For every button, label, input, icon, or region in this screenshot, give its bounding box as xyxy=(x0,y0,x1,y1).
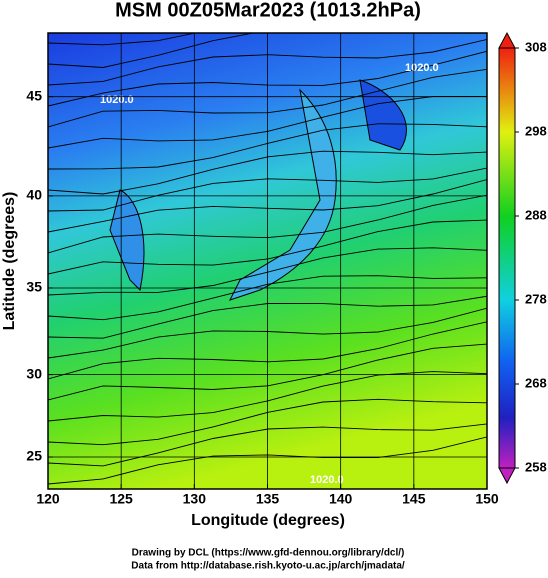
x-axis-label: Longitude (degrees) xyxy=(191,512,345,529)
x-tick-label: 150 xyxy=(475,491,499,507)
plot-area: 1020.0 1020.0 1020.0 xyxy=(48,33,487,489)
footer-note: Data from http://database.rish.kyoto-u.a… xyxy=(131,561,405,572)
y-tick-label: 30 xyxy=(26,365,42,381)
colorbar-extend xyxy=(498,467,516,485)
footer-note: Drawing by DCL (https://www.gfd-dennou.o… xyxy=(132,548,405,559)
colorbar-extend xyxy=(498,31,516,49)
colorbar-tick-label: 278 xyxy=(525,291,547,306)
colorbar-tick-label: 298 xyxy=(525,123,547,138)
y-tick-label: 25 xyxy=(26,448,42,464)
y-tick-label: 45 xyxy=(26,87,42,103)
x-tick-label: 130 xyxy=(183,491,207,507)
x-tick-label: 145 xyxy=(402,491,426,507)
contour-label: 1020.0 xyxy=(100,94,134,106)
y-tick-label: 40 xyxy=(26,187,42,203)
y-tick-label: 35 xyxy=(26,279,42,295)
contour-label: 1020.0 xyxy=(405,62,439,74)
contour-label: 1020.0 xyxy=(310,474,344,486)
x-tick-label: 140 xyxy=(329,491,353,507)
colorbar xyxy=(498,47,516,469)
colorbar-tick-label: 268 xyxy=(525,375,547,390)
colorbar-tick-label: 258 xyxy=(525,459,547,474)
colorbar-tick-label: 308 xyxy=(525,39,547,54)
x-tick-label: 125 xyxy=(109,491,133,507)
land xyxy=(229,88,337,301)
x-tick-label: 135 xyxy=(256,491,280,507)
colorbar-tick-label: 288 xyxy=(525,207,547,222)
land xyxy=(359,79,407,151)
x-tick-label: 120 xyxy=(36,491,60,507)
y-axis-label: Latitude (degrees) xyxy=(1,192,18,331)
chart-title: MSM 00Z05Mar2023 (1013.2hPa) xyxy=(115,0,421,21)
